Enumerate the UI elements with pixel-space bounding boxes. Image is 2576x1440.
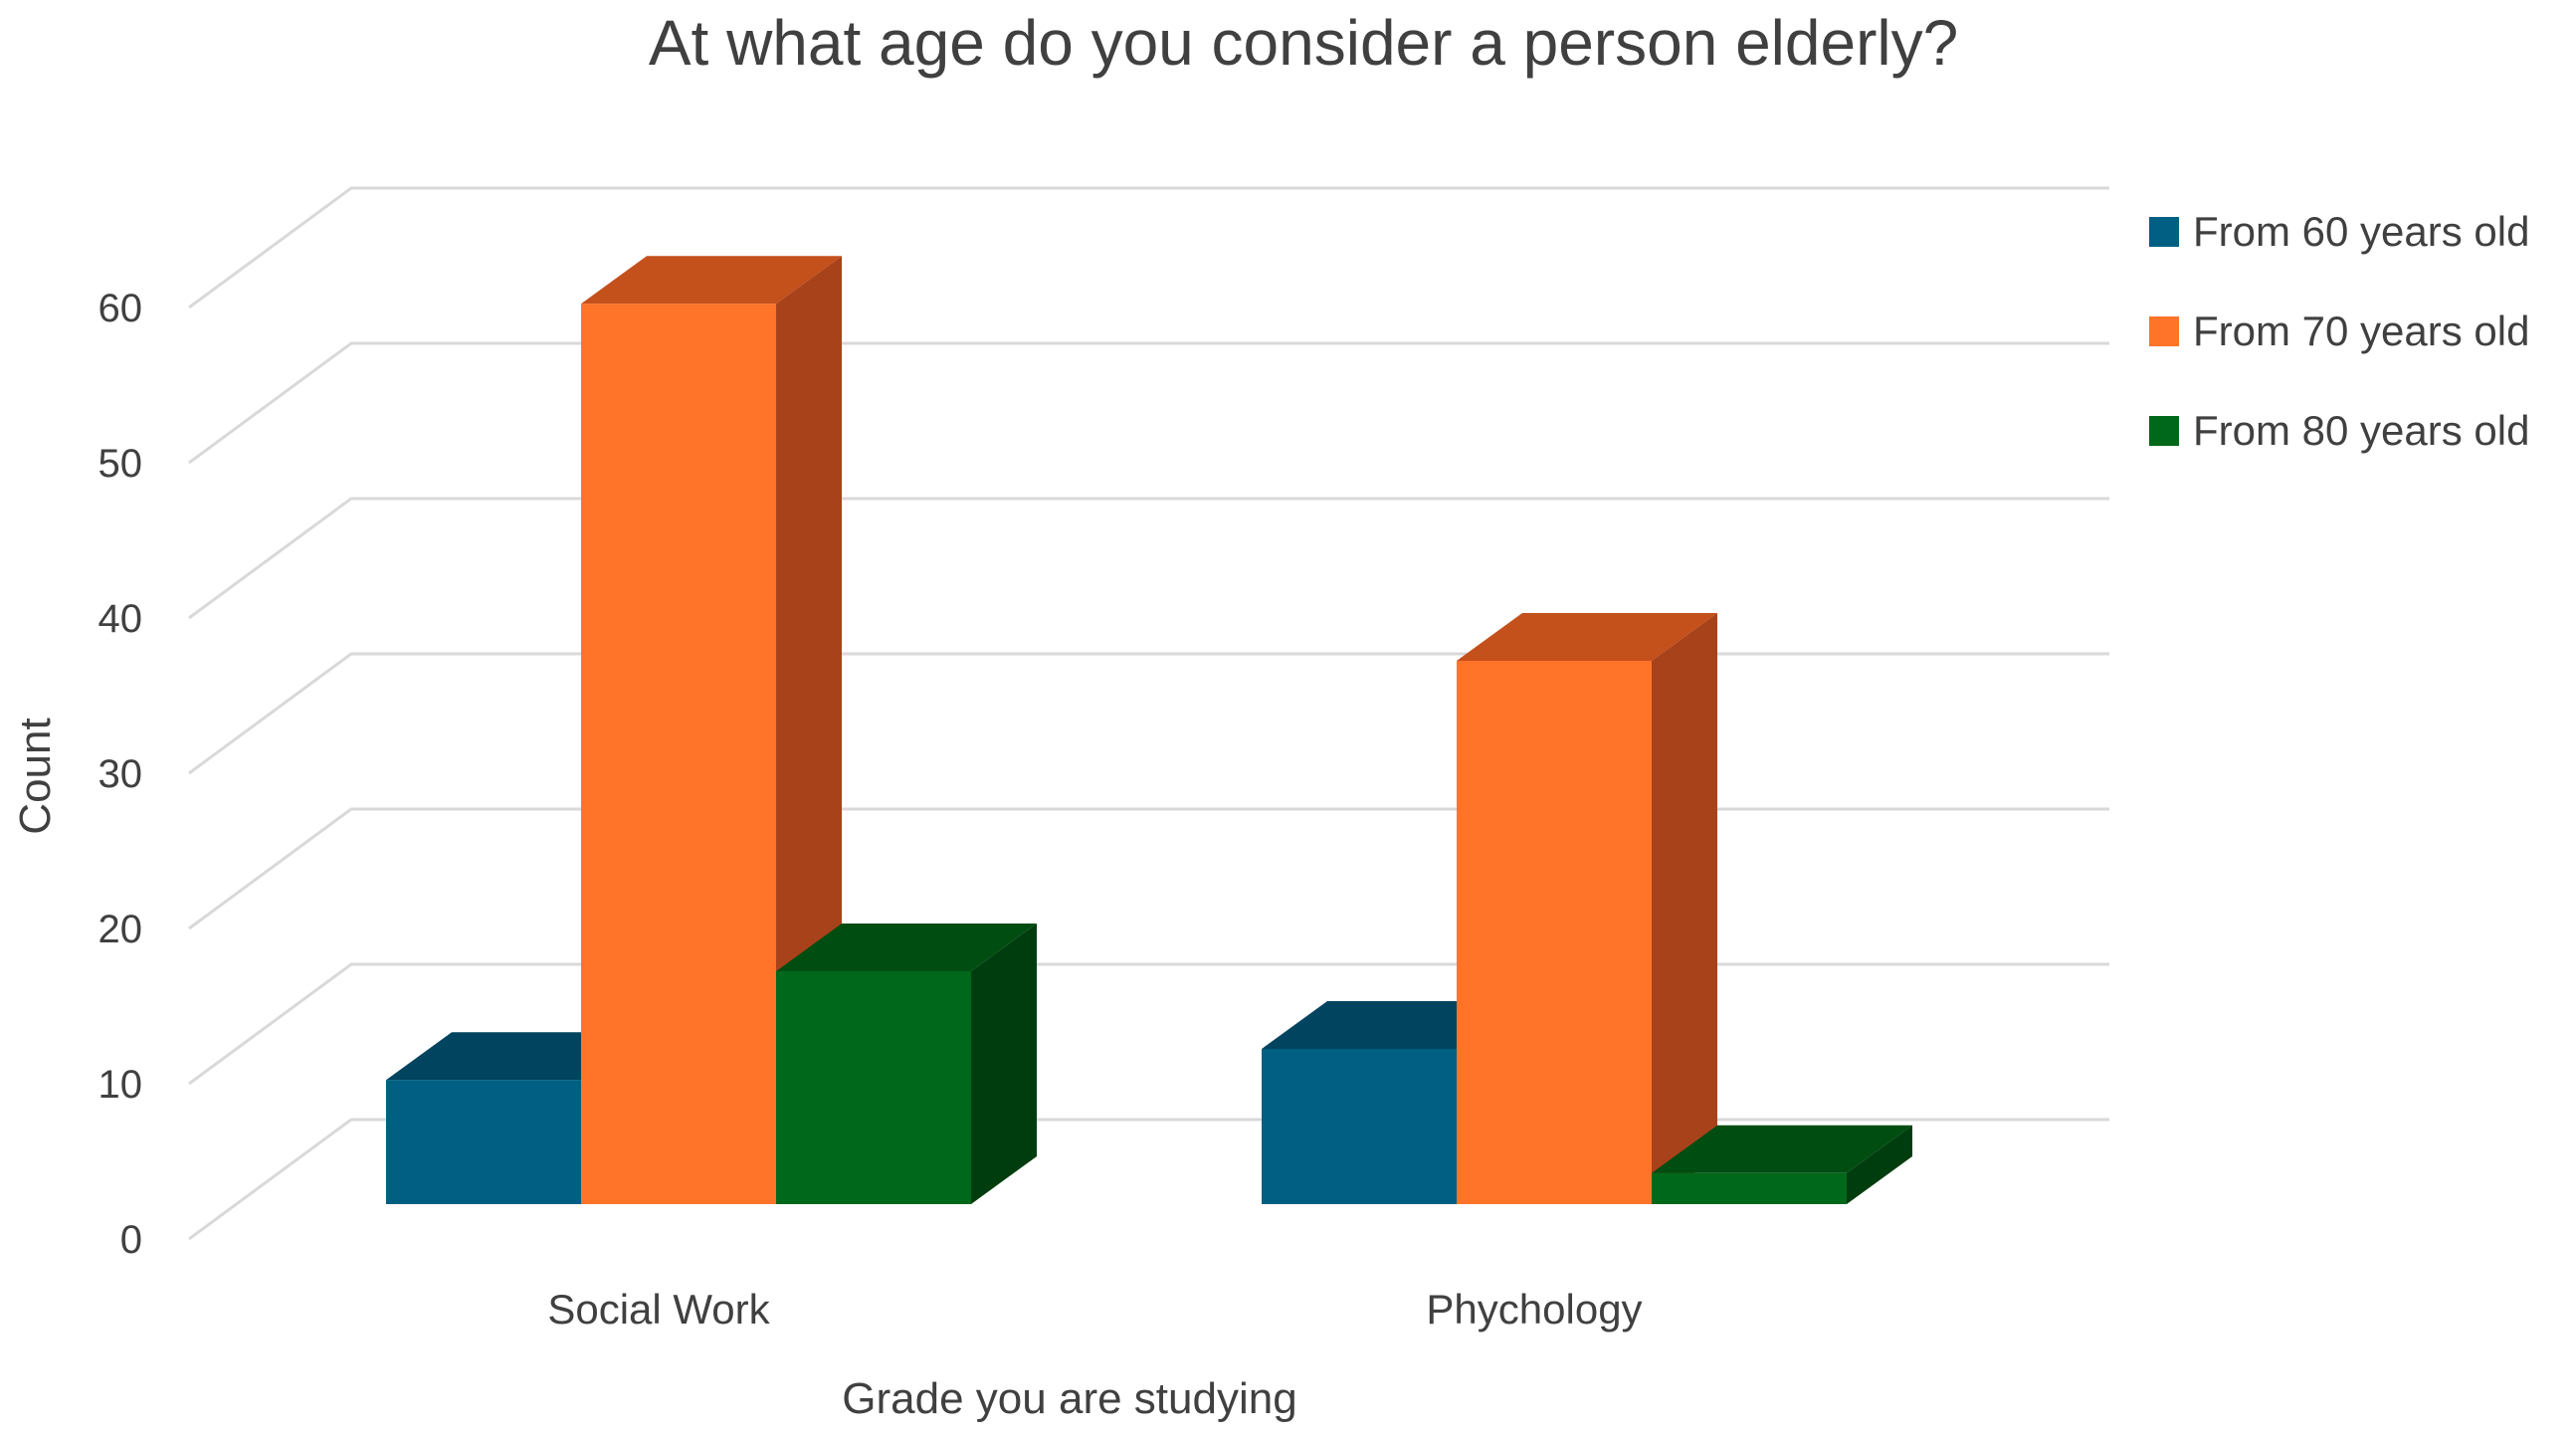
bar-front [581,304,776,1204]
y-axis-ticks: 0 10 20 30 40 50 60 [99,287,143,1262]
gridline [188,652,2109,775]
gridline [188,807,2109,930]
y-tick-label: 40 [99,597,143,641]
y-tick-label: 20 [99,908,143,951]
legend-swatch [2149,316,2179,346]
bar-front [776,971,971,1204]
bar-front [386,1080,581,1204]
bar-front [1457,661,1652,1204]
y-tick-label: 50 [99,442,143,486]
bar-front [1262,1049,1457,1204]
legend-label: From 60 years old [2193,208,2529,255]
bar-top [1652,1125,1912,1173]
gridline [188,186,2109,309]
x-category-label: Phychology [1426,1286,1642,1333]
bar-top [776,924,1037,971]
gridline [188,341,2109,465]
y-tick-label: 60 [99,287,143,330]
legend: From 60 years old From 70 years old From 8… [2149,208,2529,454]
x-axis-categories: Social Work Phychology [547,1286,1642,1333]
legend-swatch [2149,416,2179,446]
bar [776,924,1037,1204]
legend-label: From 80 years old [2193,407,2529,454]
y-tick-label: 10 [99,1063,143,1107]
gridlines [188,186,2109,1241]
bar [1652,1125,1912,1204]
legend-swatch [2149,217,2179,247]
gridline [188,497,2109,620]
x-axis-title: Grade you are studying [842,1374,1296,1423]
y-axis-title: Count [11,718,60,834]
y-tick-label: 30 [99,752,143,796]
bar-side [1652,613,1717,1204]
bar-side [1847,1125,1912,1204]
bar-front [1652,1172,1847,1204]
chart-title: At what age do you consider a person eld… [649,7,1958,79]
bar-top [1457,613,1717,661]
bar-top [581,256,842,305]
legend-label: From 70 years old [2193,308,2529,354]
bars [386,256,1912,1204]
x-category-label: Social Work [547,1286,770,1333]
y-tick-label: 0 [120,1218,142,1262]
bar [1457,613,1717,1204]
bar-side [971,924,1037,1204]
